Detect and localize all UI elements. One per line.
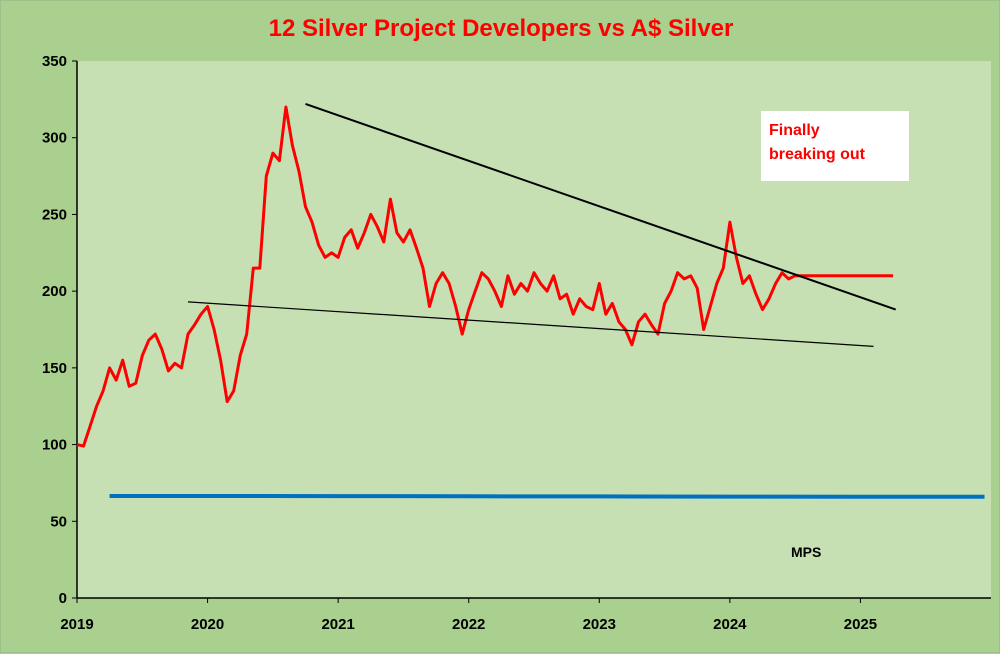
annotation-line-2: breaking out [769,146,866,163]
x-tick-label: 2020 [191,616,224,633]
y-tick-label: 0 [59,590,67,607]
trendline-upper [305,103,897,311]
axes [76,61,991,599]
x-tick-label: 2019 [60,616,93,633]
y-tick-label: 150 [42,360,67,377]
y-tick-label: 250 [42,206,67,223]
y-tick-label: 300 [42,130,67,147]
x-tick-label: 2021 [321,616,354,633]
x-tick-label: 2022 [452,616,485,633]
series-layer [76,105,985,499]
annotation-box: Finally breaking out [761,111,909,181]
tick-labels: 0 50 100 150 200 250 300 350 2019 2020 2021 2022 202… [42,53,877,633]
series-line-aud-silver [109,494,985,499]
trendlines [187,103,897,347]
x-tick-label: 2025 [844,616,877,633]
y-tick-label: 50 [50,513,67,530]
y-tick-label: 100 [42,437,67,454]
annotation-line-1: Finally [769,122,820,139]
y-tick-label: 350 [42,53,67,70]
trendline-lower [187,301,874,347]
x-tick-label: 2023 [583,616,616,633]
series-line-developers [76,105,894,448]
x-tick-label: 2024 [713,616,747,633]
y-tick-label: 200 [42,283,67,300]
chart-title: 12 Silver Project Developers vs A$ Silve… [268,15,734,42]
series-label-mps: MPS [791,544,821,560]
